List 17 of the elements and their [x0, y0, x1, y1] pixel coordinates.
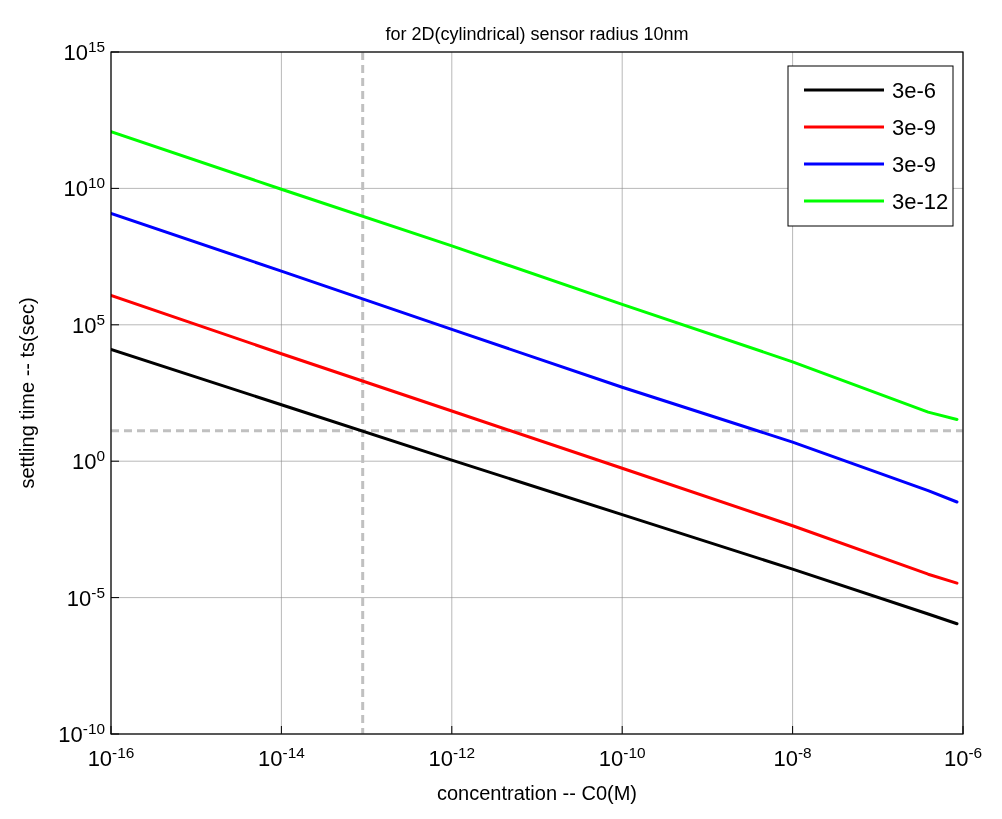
- legend-label: 3e-12: [892, 189, 949, 214]
- y-tick-label: 10$^{10}$: [63, 173, 105, 202]
- x-tick-label: 10$^{-6}$: [943, 743, 983, 771]
- x-tick-label: 10$^{-10}$: [598, 743, 646, 771]
- legend-label: 3e-6: [892, 78, 937, 103]
- x-axis-title: concentration -- C0(M): [436, 782, 638, 804]
- y-tick-label: 10$^{0}$: [71, 446, 105, 475]
- y-axis-title: settling time -- ts(sec): [16, 297, 38, 489]
- y-tick-label: 10$^{15}$: [63, 37, 105, 65]
- x-tick-label: 10$^{-14}$: [258, 743, 306, 771]
- legend-label: 3e-9: [892, 115, 937, 140]
- legend-label: 3e-9: [892, 152, 937, 177]
- chart-title: for 2D(cylindrical) sensor radius 10nm: [385, 24, 689, 44]
- y-tick-label: 10$^{5}$: [71, 310, 105, 338]
- x-tick-label: 10$^{-12}$: [428, 743, 476, 771]
- x-tick-label: 10$^{-8}$: [773, 743, 812, 771]
- y-tick-label: 10$^{-5}$: [66, 583, 105, 611]
